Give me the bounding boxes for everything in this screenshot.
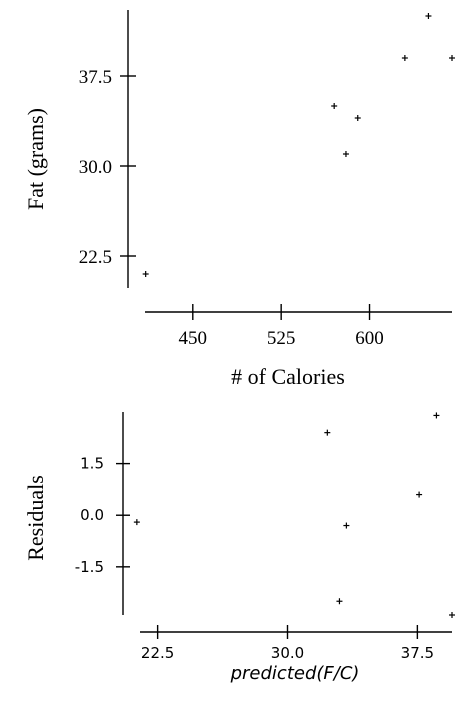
data-point [331,103,338,109]
data-points [133,412,455,618]
y-tick-label: 22.5 [79,247,112,268]
y-tick-label: 1.5 [80,455,104,473]
y-ticks: 1.5 0.0 -1.5 [75,455,130,576]
x-tick-label: 30.0 [271,644,304,662]
x-tick-label: 450 [179,328,208,349]
y-ticks: 22.5 30.0 37.5 [79,67,136,268]
data-point [449,612,455,618]
x-tick-label: 600 [355,328,384,349]
y-axis-label: Residuals [23,475,48,561]
x-tick-label: 22.5 [141,644,174,662]
data-point [324,429,331,436]
y-tick-label: 30.0 [79,157,112,178]
data-point [433,412,440,419]
x-axis-label: # of Calories [231,364,345,389]
x-tick-label: 525 [267,328,296,349]
y-tick-label: -1.5 [75,558,104,576]
data-point [343,522,350,529]
y-axis-label: Fat (grams) [23,108,48,210]
y-tick-label: 0.0 [80,506,104,524]
data-point [425,13,432,19]
data-point [342,151,349,157]
data-point [449,55,455,61]
data-point [336,598,343,605]
data-point [416,491,423,498]
residuals-chart: 22.5 30.0 37.5 1.5 0.0 -1.5 predicted(F/C) R… [23,412,455,684]
data-point [142,271,149,277]
x-ticks: 22.5 30.0 37.5 [141,625,434,662]
data-point [133,519,140,526]
data-point [354,115,361,121]
x-tick-label: 37.5 [401,644,434,662]
y-tick-label: 37.5 [79,67,112,88]
x-ticks: 450 525 600 [179,304,384,349]
fat-vs-calories-chart: 450 525 600 22.5 30.0 37.5 # of Calories Fat… [23,10,455,389]
data-points [142,13,455,277]
x-axis-label: predicted(F/C) [230,663,360,684]
data-point [401,55,408,61]
